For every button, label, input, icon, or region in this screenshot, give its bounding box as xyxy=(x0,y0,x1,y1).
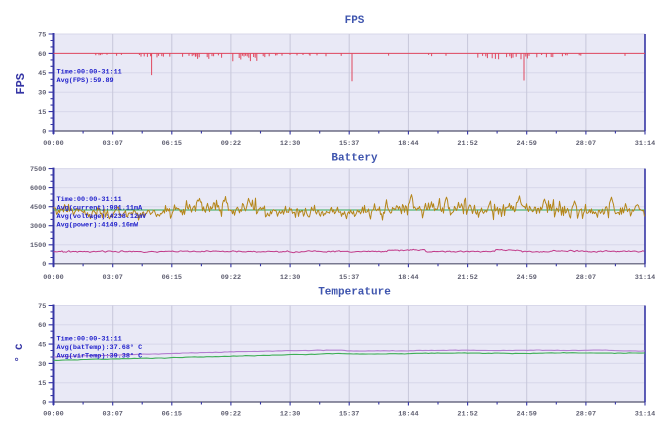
svg-text:31:14: 31:14 xyxy=(635,411,655,419)
svg-text:Avg(batTemp):37.68° C: Avg(batTemp):37.68° C xyxy=(57,343,143,352)
svg-text:21:52: 21:52 xyxy=(457,274,477,282)
svg-text:00:00: 00:00 xyxy=(43,274,63,282)
svg-text:Avg(virTemp):39.38° C: Avg(virTemp):39.38° C xyxy=(57,352,143,361)
svg-text:18:44: 18:44 xyxy=(398,274,418,282)
svg-text:0: 0 xyxy=(42,261,46,269)
svg-text:30: 30 xyxy=(38,90,46,98)
svg-text:30: 30 xyxy=(38,361,46,369)
svg-text:° C: ° C xyxy=(14,343,26,363)
svg-text:06:15: 06:15 xyxy=(162,411,182,419)
svg-text:09:22: 09:22 xyxy=(221,411,241,419)
svg-text:FPS: FPS xyxy=(345,15,365,27)
svg-text:09:22: 09:22 xyxy=(221,274,241,282)
svg-text:45: 45 xyxy=(38,342,46,350)
svg-text:03:07: 03:07 xyxy=(102,411,122,419)
svg-text:Time:00:00-31:11: Time:00:00-31:11 xyxy=(57,69,122,77)
svg-text:03:07: 03:07 xyxy=(102,140,122,148)
svg-text:0: 0 xyxy=(42,399,46,407)
svg-text:12:30: 12:30 xyxy=(280,274,300,282)
svg-text:00:00: 00:00 xyxy=(43,411,63,419)
svg-text:3000: 3000 xyxy=(30,223,46,231)
svg-text:45: 45 xyxy=(38,70,46,78)
svg-text:06:15: 06:15 xyxy=(162,140,182,148)
svg-text:28:07: 28:07 xyxy=(576,411,596,419)
svg-text:15:37: 15:37 xyxy=(339,140,359,148)
svg-text:7500: 7500 xyxy=(30,166,46,174)
svg-text:6000: 6000 xyxy=(30,185,46,193)
svg-text:24:59: 24:59 xyxy=(516,274,536,282)
svg-text:28:07: 28:07 xyxy=(576,140,596,148)
svg-text:24:59: 24:59 xyxy=(516,411,536,419)
svg-text:15: 15 xyxy=(38,380,46,388)
svg-text:15:37: 15:37 xyxy=(339,411,359,419)
svg-text:75: 75 xyxy=(38,303,46,311)
svg-text:28:07: 28:07 xyxy=(576,274,596,282)
svg-text:31:14: 31:14 xyxy=(635,140,655,148)
svg-text:75: 75 xyxy=(38,31,46,39)
svg-text:15: 15 xyxy=(38,109,46,117)
svg-text:60: 60 xyxy=(38,51,46,59)
svg-text:0: 0 xyxy=(42,128,46,136)
svg-text:15:37: 15:37 xyxy=(339,274,359,282)
svg-text:FPS: FPS xyxy=(14,73,28,95)
svg-text:Temperature: Temperature xyxy=(318,287,391,299)
svg-text:00:00: 00:00 xyxy=(43,140,63,148)
svg-text:18:44: 18:44 xyxy=(398,411,418,419)
svg-text:Avg(FPS):59.89: Avg(FPS):59.89 xyxy=(57,77,114,85)
svg-text:09:22: 09:22 xyxy=(221,140,241,148)
svg-text:21:52: 21:52 xyxy=(457,411,477,419)
svg-text:03:07: 03:07 xyxy=(102,274,122,282)
svg-text:Avg(voltage):4238.12mV: Avg(voltage):4238.12mV xyxy=(57,213,148,221)
svg-text:1500: 1500 xyxy=(30,242,46,250)
svg-text:4500: 4500 xyxy=(30,204,46,212)
svg-text:Time:00:00-31:11: Time:00:00-31:11 xyxy=(57,335,122,343)
svg-text:06:15: 06:15 xyxy=(162,274,182,282)
svg-text:60: 60 xyxy=(38,322,46,330)
svg-text:Battery: Battery xyxy=(331,152,378,164)
svg-text:18:44: 18:44 xyxy=(398,140,418,148)
svg-text:Avg(current):981.11mA: Avg(current):981.11mA xyxy=(57,205,144,213)
svg-text:12:30: 12:30 xyxy=(280,411,300,419)
svg-text:24:59: 24:59 xyxy=(516,140,536,148)
svg-text:12:30: 12:30 xyxy=(280,140,300,148)
svg-text:Avg(power):4149.16mW: Avg(power):4149.16mW xyxy=(57,221,139,229)
svg-text:21:52: 21:52 xyxy=(457,140,477,148)
svg-text:31:14: 31:14 xyxy=(635,274,655,282)
svg-text:Time:00:00-31:11: Time:00:00-31:11 xyxy=(57,196,122,204)
